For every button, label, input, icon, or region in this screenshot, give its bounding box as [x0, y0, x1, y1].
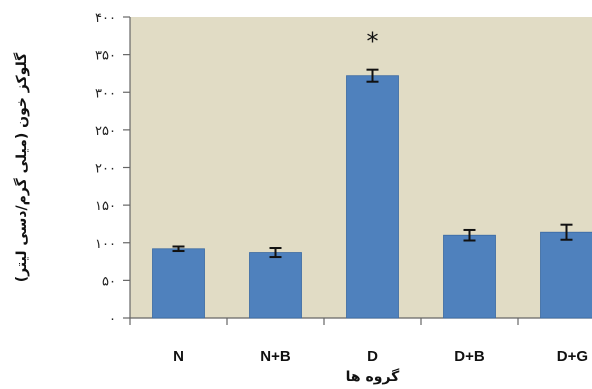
bar-n: [152, 248, 205, 319]
y-tick-label: ۳۵۰: [95, 49, 116, 64]
y-axis: ۰ ۵۰ ۱۰۰ ۱۵۰ ۲۰۰ ۲۵۰ ۳۰۰ ۳۵۰ ۴۰۰: [95, 11, 131, 327]
x-tick-label: D: [367, 348, 378, 365]
x-axis-title: گروه ها: [346, 368, 401, 385]
y-tick-label: ۰: [109, 312, 116, 327]
significance-marker: *: [367, 28, 379, 56]
x-tick-label: D+G: [557, 348, 588, 365]
y-tick-label: ۱۵۰: [95, 199, 116, 214]
bar-d-plus-g: [540, 231, 592, 319]
y-tick-label: ۱۰۰: [95, 237, 116, 252]
x-tick-label: N+B: [260, 348, 291, 365]
y-tick-label: ۳۰۰: [95, 86, 116, 101]
x-axis: N N+B D D+B D+G: [129, 317, 592, 365]
y-axis-title: گلوکز خون (میلی گرم/دسی لیتر): [13, 52, 30, 282]
bar-n-plus-b: [249, 252, 302, 319]
error-bars: [172, 68, 573, 259]
x-tick-label: N: [173, 348, 184, 365]
bar-d-plus-b: [443, 234, 496, 319]
y-tick-label: ۵۰: [102, 274, 116, 289]
y-tick-label: ۲۰۰: [95, 162, 116, 177]
annotations: *: [367, 28, 379, 56]
x-tick-label: D+B: [454, 348, 485, 365]
bar-d: [346, 75, 399, 319]
y-tick-label: ۲۵۰: [95, 124, 116, 139]
y-tick-label: ۴۰۰: [95, 11, 116, 26]
